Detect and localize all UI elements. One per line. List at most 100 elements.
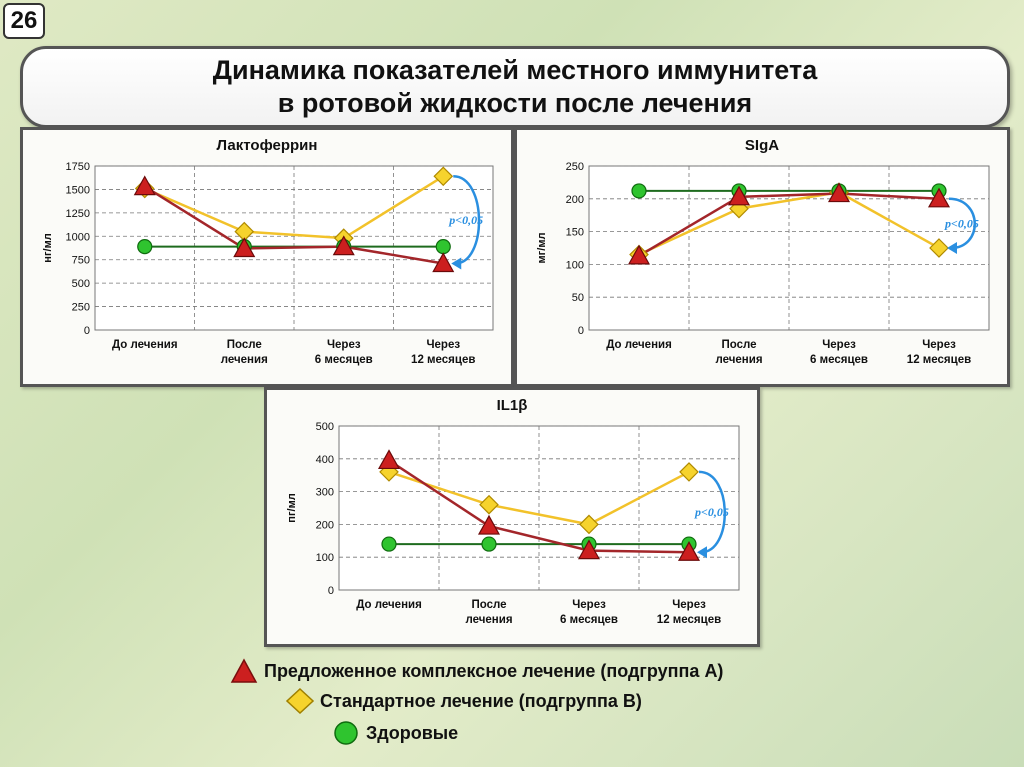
x-tick-label: Через 6 месяцев bbox=[560, 599, 618, 626]
y-tick-label: 100 bbox=[566, 259, 584, 271]
x-tick-label-line: Через bbox=[922, 339, 956, 351]
point-a bbox=[627, 244, 651, 265]
chart-panel-lactoferrin: Лактоферрин 0 250 500 750 1000 1250 1500 1750 нг/… bbox=[20, 127, 514, 387]
x-tick-label-line: После bbox=[227, 339, 262, 351]
x-tick-label: После лечения bbox=[715, 339, 762, 366]
point-a bbox=[677, 541, 701, 561]
slide-number: 26 bbox=[3, 3, 45, 39]
x-tick-label: Через 6 месяцев bbox=[315, 339, 373, 366]
x-tick-label: После лечения bbox=[465, 599, 512, 626]
point-a bbox=[477, 514, 501, 535]
x-tick-label-line: Через bbox=[327, 339, 361, 351]
y-tick-label: 1500 bbox=[66, 184, 90, 196]
x-tick-label-line: После bbox=[471, 599, 506, 611]
y-tick-label: 1250 bbox=[66, 208, 90, 220]
point-a bbox=[233, 237, 256, 258]
x-tick-label-line: До лечения bbox=[606, 339, 672, 351]
x-tick-label-line: 12 месяцев bbox=[657, 614, 721, 626]
p-value-arrow bbox=[948, 197, 976, 250]
point-h bbox=[481, 536, 497, 552]
x-tick-label: До лечения bbox=[356, 599, 422, 611]
x-tick-label-line: Через bbox=[672, 599, 706, 611]
p-value-arrow bbox=[453, 175, 481, 265]
point-b bbox=[433, 166, 454, 187]
y-tick-label: 0 bbox=[328, 585, 334, 597]
series-line-a bbox=[144, 185, 444, 265]
series-line-b bbox=[388, 470, 690, 526]
point-b bbox=[479, 494, 499, 515]
p-value-arrowhead bbox=[451, 257, 462, 270]
point-a bbox=[577, 539, 601, 560]
series-line-b bbox=[144, 175, 444, 240]
y-tick-label: 0 bbox=[578, 325, 584, 337]
x-tick-label: До лечения bbox=[112, 339, 178, 351]
x-tick-label-line: 6 месяцев bbox=[315, 354, 373, 366]
point-a bbox=[133, 175, 156, 196]
p-value-arrowhead bbox=[697, 546, 707, 559]
x-tick-label-line: лечения bbox=[465, 614, 512, 626]
point-b bbox=[929, 238, 949, 258]
x-tick-label-line: До лечения bbox=[356, 599, 422, 611]
title-line-1: Динамика показателей местного иммунитета bbox=[212, 55, 818, 85]
x-tick-label-line: До лечения bbox=[112, 339, 178, 351]
title-line-2: в ротовой жидкости после лечения bbox=[277, 88, 753, 118]
y-tick-label: 50 bbox=[572, 292, 584, 304]
point-h bbox=[381, 536, 397, 552]
x-tick-label-line: Через bbox=[572, 599, 606, 611]
legend-item-healthy: Здоровые bbox=[332, 720, 458, 746]
y-tick-label: 250 bbox=[566, 161, 584, 173]
y-tick-label: 1000 bbox=[66, 231, 90, 243]
chart-title: Лактоферрин bbox=[217, 137, 318, 154]
y-tick-label: 500 bbox=[72, 278, 90, 290]
legend-label-subgroup-a: Предложенное комплексное лечение (подгру… bbox=[264, 660, 724, 681]
point-b bbox=[679, 462, 699, 482]
chart-panel-siga: SIgA 0 50 100 150 200 250 мг/мл До лечения После л… bbox=[514, 127, 1010, 387]
x-tick-label: До лечения bbox=[606, 339, 672, 351]
point-h bbox=[137, 238, 153, 255]
x-tick-label-line: 6 месяцев bbox=[560, 614, 618, 626]
x-tick-label-line: Через bbox=[426, 339, 460, 351]
y-tick-label: 200 bbox=[566, 194, 584, 206]
x-tick-label-line: 12 месяцев bbox=[411, 354, 475, 366]
legend-item-subgroup-a: Предложенное комплексное лечение (подгру… bbox=[230, 658, 723, 684]
point-a bbox=[377, 449, 401, 470]
x-tick-label: Через 12 месяцев bbox=[657, 599, 721, 626]
point-a bbox=[432, 252, 455, 273]
point-a bbox=[827, 182, 851, 203]
y-tick-label: 300 bbox=[316, 487, 334, 499]
circle-marker-icon bbox=[334, 721, 358, 745]
p-value-label: p<0,05 bbox=[448, 213, 483, 227]
chart-title: IL1β bbox=[497, 397, 528, 414]
y-tick-label: 750 bbox=[72, 255, 90, 267]
y-tick-label: 200 bbox=[316, 519, 334, 531]
point-a bbox=[727, 185, 751, 206]
point-h bbox=[435, 238, 451, 255]
legend-label-healthy: Здоровые bbox=[366, 722, 459, 743]
y-axis-label: нг/мл bbox=[42, 233, 54, 262]
series-line-b bbox=[638, 190, 940, 256]
x-tick-label-line: лечения bbox=[221, 354, 268, 366]
x-tick-label: Через 12 месяцев bbox=[411, 339, 475, 366]
y-tick-label: 400 bbox=[316, 454, 334, 466]
x-tick-label-line: 6 месяцев bbox=[810, 354, 868, 366]
x-tick-label-line: 12 месяцев bbox=[907, 354, 971, 366]
legend-label-subgroup-b: Стандартное лечение (подгруппа B) bbox=[320, 690, 642, 711]
y-tick-label: 150 bbox=[566, 227, 584, 239]
x-tick-label: Через 12 месяцев bbox=[907, 339, 971, 366]
diamond-marker-icon bbox=[286, 688, 314, 714]
series-line-a bbox=[638, 192, 940, 257]
p-value-label: p<0,05 bbox=[694, 505, 729, 519]
p-value-arrowhead bbox=[947, 242, 957, 254]
y-axis-label: пг/мл bbox=[286, 493, 298, 522]
x-tick-label-line: После bbox=[721, 339, 756, 351]
y-tick-label: 250 bbox=[72, 302, 90, 314]
triangle-marker-icon bbox=[230, 658, 258, 683]
y-tick-label: 1750 bbox=[66, 161, 90, 173]
y-axis-label: мг/мл bbox=[536, 233, 548, 264]
x-tick-label-line: Через bbox=[822, 339, 856, 351]
p-value-arrow bbox=[698, 470, 726, 554]
y-tick-label: 100 bbox=[316, 552, 334, 564]
chart-lactoferrin: Лактоферрин 0 250 500 750 1000 1250 1500 1750 нг/… bbox=[42, 137, 494, 366]
x-tick-label-line: лечения bbox=[715, 354, 762, 366]
point-a bbox=[332, 235, 355, 256]
